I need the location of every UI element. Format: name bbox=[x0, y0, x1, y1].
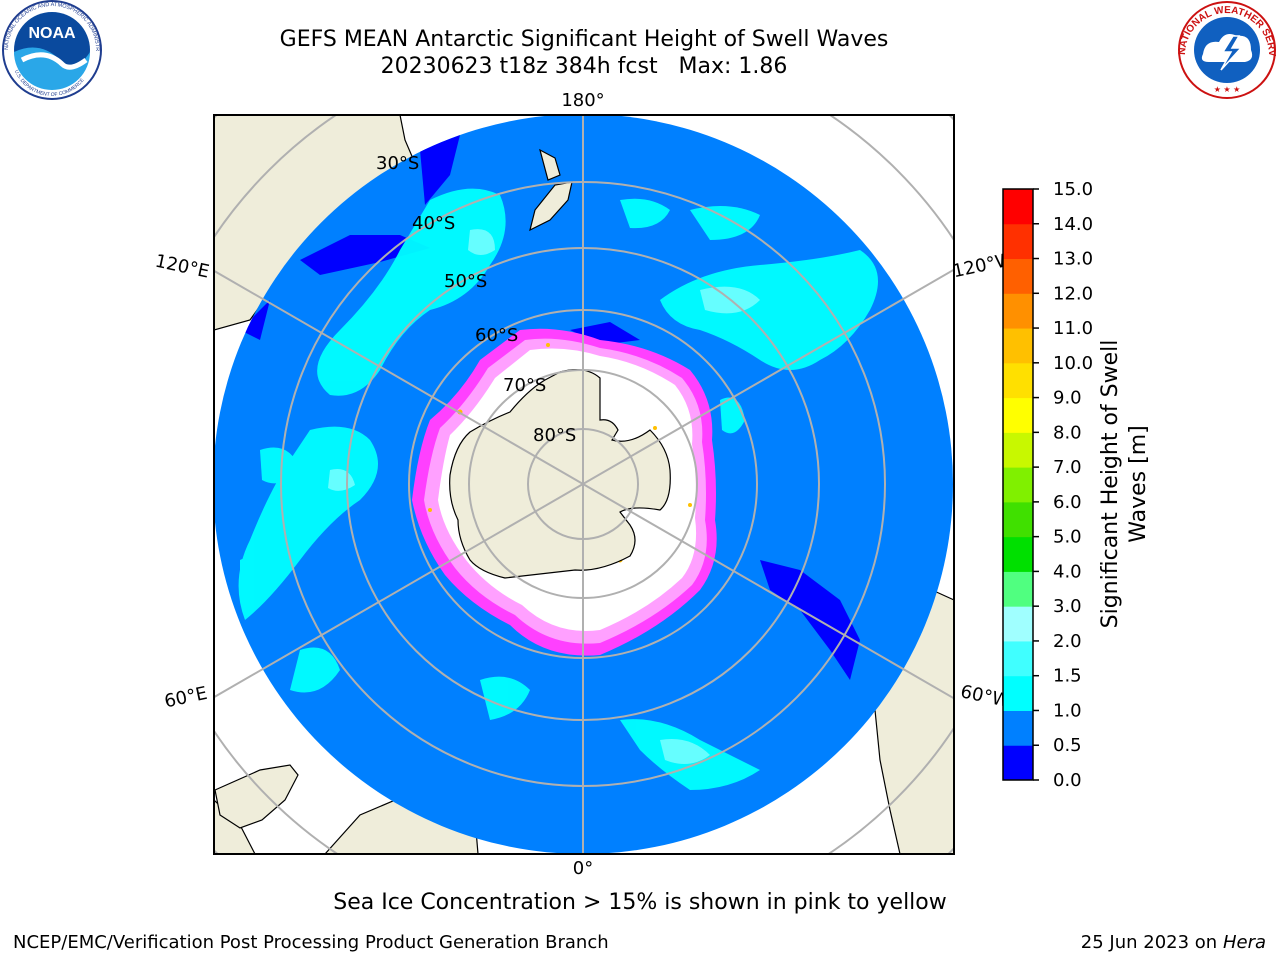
colorbar-tick-label: 1.0 bbox=[1053, 700, 1082, 721]
colorbar-swatch bbox=[1003, 189, 1033, 225]
antarctica-landmass bbox=[449, 368, 671, 579]
colorbar-swatch bbox=[1003, 223, 1033, 260]
colorbar-swatch bbox=[1003, 467, 1033, 503]
colorbar-tick-label: 1.5 bbox=[1053, 666, 1082, 687]
colorbar-tick-label: 6.0 bbox=[1053, 492, 1082, 513]
lat-label-30s: 30°S bbox=[376, 153, 419, 174]
colorbar-swatch bbox=[1003, 258, 1033, 294]
lat-label-60s: 60°S bbox=[475, 325, 518, 346]
colorbar-swatch bbox=[1003, 432, 1033, 468]
colorbar-tick-label: 11.0 bbox=[1053, 318, 1093, 339]
colorbar-swatch bbox=[1003, 397, 1033, 433]
colorbar-tick-label: 3.0 bbox=[1053, 596, 1082, 617]
colorbar-frame bbox=[1002, 188, 1034, 781]
colorbar-tick-label: 13.0 bbox=[1053, 249, 1093, 270]
sea-ice-caption: Sea Ice Concentration > 15% is shown in … bbox=[333, 890, 947, 915]
colorbar-swatch bbox=[1003, 536, 1033, 572]
nws-logo-icon: NATIONAL WEATHER SERVICE ★ ★ ★ bbox=[1175, 0, 1277, 99]
colorbar-swatch bbox=[1003, 710, 1033, 746]
lat-label-70s: 70°S bbox=[503, 375, 546, 396]
colorbar-tick-label: 12.0 bbox=[1053, 283, 1093, 304]
colorbar-swatch bbox=[1003, 328, 1033, 364]
noaa-logo-icon: NOAA NATIONAL OCEANIC AND ATMOSPHERIC AD… bbox=[0, 0, 102, 100]
colorbar-swatch bbox=[1003, 675, 1033, 711]
colorbar-swatch bbox=[1003, 501, 1033, 538]
colorbar-label: Significant Height of Swell Waves [m] bbox=[1098, 340, 1151, 629]
footer-host: Hera bbox=[1222, 932, 1266, 953]
chart-subtitle: 20230623 t18z 384h fcst Max: 1.86 bbox=[380, 54, 788, 79]
lon-label-0: 0° bbox=[573, 858, 593, 879]
footer-credit: NCEP/EMC/Verification Post Processing Pr… bbox=[13, 932, 609, 953]
lat-label-80s: 80°S bbox=[533, 425, 576, 446]
colorbar-tick-label: 8.0 bbox=[1053, 422, 1082, 443]
colorbar-tick-label: 5.0 bbox=[1053, 527, 1082, 548]
colorbar-tick-label: 14.0 bbox=[1053, 214, 1093, 235]
colorbar-tick-label: 10.0 bbox=[1053, 353, 1093, 374]
map-frame bbox=[213, 114, 955, 855]
colorbar-tick-label: 4.0 bbox=[1053, 561, 1082, 582]
lat-label-50s: 50°S bbox=[444, 271, 487, 292]
colorbar-tick-label: 0.5 bbox=[1053, 735, 1082, 756]
svg-text:★ ★ ★: ★ ★ ★ bbox=[1214, 85, 1241, 94]
colorbar-tick-label: 2.0 bbox=[1053, 631, 1082, 652]
footer-date: 25 Jun 2023 on Hera bbox=[1081, 932, 1266, 953]
colorbar-swatch bbox=[1003, 745, 1033, 781]
colorbar-tick-label: 9.0 bbox=[1053, 388, 1082, 409]
colorbar-swatch bbox=[1003, 293, 1033, 329]
colorbar-swatch bbox=[1003, 362, 1033, 399]
madagascar-landmass bbox=[214, 764, 299, 829]
noaa-logo-text: NOAA bbox=[28, 25, 76, 42]
chart-title: GEFS MEAN Antarctic Significant Height o… bbox=[279, 27, 889, 52]
lon-label-180: 180° bbox=[561, 90, 604, 111]
footer-date-text: 25 Jun 2023 on bbox=[1080, 932, 1218, 953]
colorbar-tick-label: 15.0 bbox=[1053, 179, 1093, 200]
colorbar-tick-label: 0.0 bbox=[1053, 770, 1082, 791]
colorbar-tick-label: 7.0 bbox=[1053, 457, 1082, 478]
colorbar-swatch bbox=[1003, 640, 1033, 677]
colorbar-swatch bbox=[1003, 606, 1033, 642]
lat-label-40s: 40°S bbox=[412, 213, 455, 234]
colorbar-swatch bbox=[1003, 571, 1033, 607]
